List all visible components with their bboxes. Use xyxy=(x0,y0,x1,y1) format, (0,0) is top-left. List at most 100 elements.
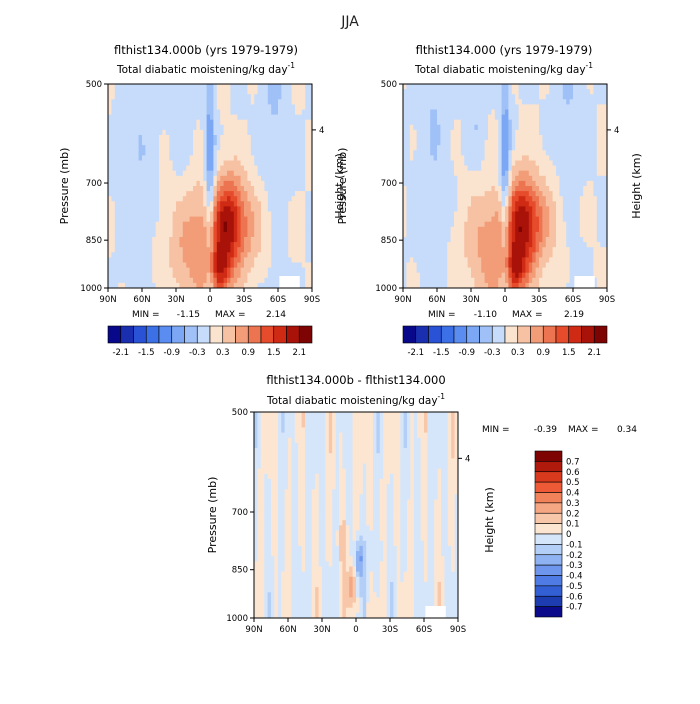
panel-b-cell xyxy=(512,125,516,131)
panel-b-cell xyxy=(519,150,523,156)
panel-a-cell xyxy=(292,135,296,141)
panel-a-cell xyxy=(207,227,211,233)
panel-b-cell xyxy=(491,186,495,192)
panel-a-cell xyxy=(169,181,173,187)
panel-b-cell xyxy=(478,181,482,187)
panel-a-cell xyxy=(288,247,292,253)
panel-b-cell xyxy=(502,89,506,95)
panel-b-cell xyxy=(461,273,465,279)
panel-a-cell xyxy=(254,130,258,136)
panel-a-cell xyxy=(264,227,268,233)
panel-a-cell xyxy=(190,212,194,218)
panel-b-cell xyxy=(549,217,553,223)
panel-a-cell xyxy=(203,212,207,218)
panel-b-cell xyxy=(403,232,407,238)
panel-b-cell xyxy=(580,84,584,90)
panel-b-cell xyxy=(553,257,557,263)
panel-b-cell xyxy=(457,227,461,233)
panel-b-cell xyxy=(440,140,444,146)
panel-b-cell xyxy=(498,181,502,187)
panel-a-cell xyxy=(234,273,238,279)
panel-a-cell xyxy=(156,273,160,279)
panel-a-cell xyxy=(162,161,166,167)
panel-a-cell xyxy=(200,196,204,202)
panel-a-cell xyxy=(203,155,207,161)
panel-a-cell xyxy=(264,84,268,90)
panel-a-cell xyxy=(115,247,119,253)
panel-a-cell xyxy=(166,125,170,131)
panel-a-cell xyxy=(203,115,207,121)
panel-a-cell xyxy=(135,201,139,207)
panel-b-cell xyxy=(590,268,594,274)
panel-b-cell xyxy=(556,181,560,187)
panel-b-cell xyxy=(587,125,591,131)
panel-a-cell xyxy=(237,222,241,228)
panel-a-cell xyxy=(261,166,265,172)
panel-a-cell xyxy=(285,140,289,146)
panel-b-cell xyxy=(478,140,482,146)
panel-b-cell xyxy=(468,268,472,274)
panel-b-cell xyxy=(485,130,489,136)
panel-b-cell xyxy=(502,201,506,207)
panel-a-cell xyxy=(220,161,224,167)
panel-b-cell xyxy=(457,252,461,257)
panel-a-cell xyxy=(159,155,163,161)
panel-a-cell xyxy=(220,206,224,212)
panel-b-cell xyxy=(570,257,574,263)
panel-b-cell xyxy=(597,155,601,161)
panel-b-cell xyxy=(566,89,570,95)
panel-a-cell xyxy=(173,186,177,192)
panel-a-cell xyxy=(169,242,173,248)
panel-a-cell xyxy=(292,247,296,253)
panel-b-cell xyxy=(423,145,427,151)
panel-b-cell xyxy=(471,161,475,167)
panel-a-cell xyxy=(295,110,299,116)
panel-b-cell xyxy=(454,140,458,146)
panel-a-cell xyxy=(190,242,194,248)
panel-b-cell xyxy=(430,206,434,212)
panel-a-cell xyxy=(278,237,282,243)
panel-a-cell xyxy=(203,166,207,172)
panel-b-cell xyxy=(593,196,597,202)
panel-b-cell xyxy=(580,176,584,182)
panel-a-cell xyxy=(152,217,156,223)
panel-a-cell xyxy=(217,171,221,177)
panel-b-cell xyxy=(576,155,580,161)
panel-a-cell xyxy=(298,145,302,151)
panel-a-cell xyxy=(162,104,166,110)
panel-b-cell xyxy=(536,110,540,116)
panel-a-cell xyxy=(128,130,132,136)
panel-b-cell xyxy=(495,161,499,167)
panel-a-cell xyxy=(132,84,136,90)
panel-b-cell xyxy=(590,135,594,141)
panel-a-colorbar-label: -1.5 xyxy=(138,348,155,358)
panel-b-cell xyxy=(498,125,502,131)
panel-a-cell xyxy=(122,217,126,223)
panel-b-cell xyxy=(444,130,448,136)
panel-b-cell xyxy=(539,181,543,187)
panel-a-cell xyxy=(122,227,126,233)
panel-a-cell xyxy=(227,145,231,151)
panel-a-cell xyxy=(193,222,197,228)
panel-b-cell xyxy=(553,176,557,182)
panel-b-cell xyxy=(600,166,604,172)
panel-a-cell xyxy=(108,191,112,197)
panel-a-cell xyxy=(302,186,306,192)
panel-a-cell xyxy=(128,232,132,238)
panel-a-cell xyxy=(139,135,143,141)
panel-b-cell xyxy=(495,166,499,172)
panel-b-cell xyxy=(464,278,468,284)
panel-a-cell xyxy=(183,278,187,284)
panel-b-cell xyxy=(488,186,492,192)
panel-b-cell xyxy=(590,140,594,146)
panel-b-cell xyxy=(410,145,414,151)
panel-a-colorbar-label: -0.9 xyxy=(163,348,180,358)
panel-b-cell xyxy=(444,237,448,243)
panel-b-cell xyxy=(512,145,516,151)
panel-a-cell xyxy=(122,130,126,136)
panel-a-cell xyxy=(213,150,217,156)
panel-b-cell xyxy=(512,120,516,126)
panel-a-cell xyxy=(210,196,214,202)
panel-b-xtick-label: 90N xyxy=(394,295,411,305)
panel-a-cell xyxy=(281,252,285,257)
